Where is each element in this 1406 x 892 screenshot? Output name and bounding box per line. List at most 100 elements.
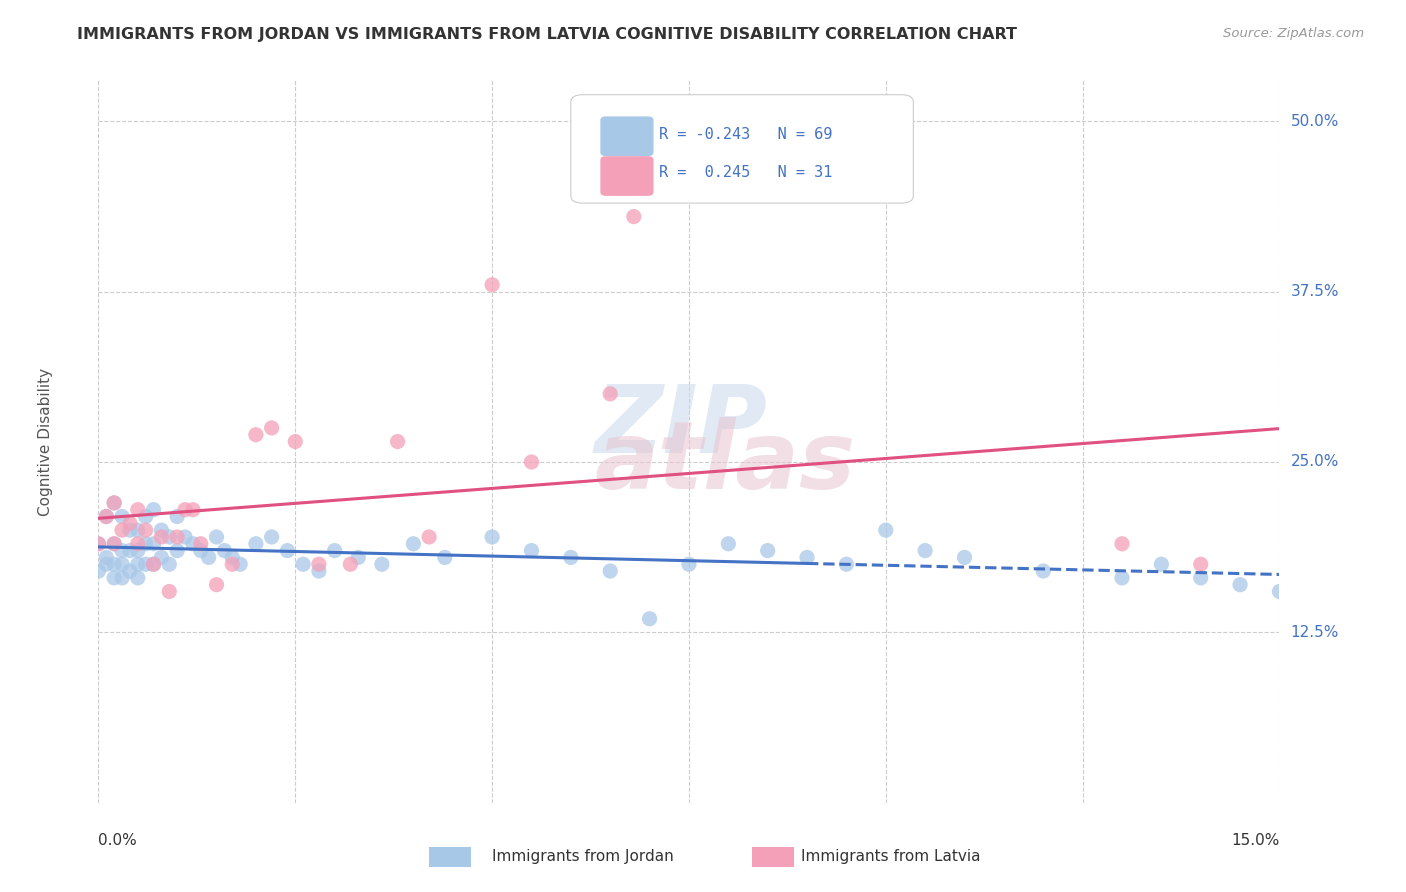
Text: R =  0.245   N = 31: R = 0.245 N = 31	[659, 165, 832, 180]
Point	[481, 277, 503, 292]
Point	[111, 543, 134, 558]
Point	[118, 516, 141, 531]
Point	[135, 523, 157, 537]
Point	[387, 434, 409, 449]
Point	[205, 577, 228, 591]
Point	[284, 434, 307, 449]
Point	[520, 455, 543, 469]
Point	[166, 530, 188, 544]
Point	[292, 558, 315, 572]
Point	[205, 530, 228, 544]
Point	[245, 537, 267, 551]
Text: Source: ZipAtlas.com: Source: ZipAtlas.com	[1223, 27, 1364, 40]
FancyBboxPatch shape	[600, 156, 654, 196]
Point	[914, 543, 936, 558]
Point	[118, 543, 141, 558]
Point	[127, 523, 149, 537]
Point	[96, 550, 118, 565]
Point	[190, 537, 212, 551]
Point	[103, 496, 125, 510]
Point	[221, 550, 243, 565]
Point	[638, 612, 661, 626]
Text: ZIP: ZIP	[595, 381, 768, 473]
Point	[221, 558, 243, 572]
FancyBboxPatch shape	[571, 95, 914, 203]
Point	[174, 502, 197, 516]
Point	[103, 558, 125, 572]
Point	[157, 530, 180, 544]
Point	[87, 564, 110, 578]
Point	[214, 543, 236, 558]
FancyBboxPatch shape	[600, 117, 654, 156]
Point	[276, 543, 298, 558]
Text: Immigrants from Latvia: Immigrants from Latvia	[801, 849, 981, 863]
Point	[87, 537, 110, 551]
Point	[433, 550, 456, 565]
Point	[717, 537, 740, 551]
Point	[339, 558, 361, 572]
Point	[96, 509, 118, 524]
Point	[308, 564, 330, 578]
Point	[118, 523, 141, 537]
Point	[181, 537, 204, 551]
Point	[197, 550, 219, 565]
Point	[96, 558, 118, 572]
Point	[103, 496, 125, 510]
Point	[96, 509, 118, 524]
Text: 37.5%: 37.5%	[1291, 284, 1339, 299]
Point	[103, 571, 125, 585]
Text: 50.0%: 50.0%	[1291, 113, 1339, 128]
Point	[835, 558, 858, 572]
Point	[166, 543, 188, 558]
Text: 0.0%: 0.0%	[98, 833, 138, 848]
Point	[875, 523, 897, 537]
Point	[142, 558, 165, 572]
Point	[402, 537, 425, 551]
Point	[560, 550, 582, 565]
Point	[127, 543, 149, 558]
Point	[103, 537, 125, 551]
Point	[166, 509, 188, 524]
Text: 12.5%: 12.5%	[1291, 625, 1339, 640]
Point	[174, 530, 197, 544]
Point	[953, 550, 976, 565]
Point	[127, 571, 149, 585]
Point	[111, 509, 134, 524]
Point	[142, 502, 165, 516]
Text: Immigrants from Jordan: Immigrants from Jordan	[492, 849, 673, 863]
Point	[127, 558, 149, 572]
Point	[599, 387, 621, 401]
Point	[135, 558, 157, 572]
Point	[245, 427, 267, 442]
Point	[118, 564, 141, 578]
Point	[623, 210, 645, 224]
Point	[308, 558, 330, 572]
Point	[157, 584, 180, 599]
Point	[481, 530, 503, 544]
Point	[229, 558, 252, 572]
Point	[1189, 571, 1212, 585]
Point	[323, 543, 346, 558]
Point	[599, 564, 621, 578]
Point	[111, 558, 134, 572]
Point	[1189, 558, 1212, 572]
Point	[190, 543, 212, 558]
Point	[181, 502, 204, 516]
Point	[135, 537, 157, 551]
Point	[87, 537, 110, 551]
Text: 15.0%: 15.0%	[1232, 833, 1279, 848]
Point	[1229, 577, 1251, 591]
Point	[1268, 584, 1291, 599]
Point	[1032, 564, 1054, 578]
Point	[371, 558, 394, 572]
Point	[796, 550, 818, 565]
Point	[756, 543, 779, 558]
Point	[1150, 558, 1173, 572]
Point	[127, 537, 149, 551]
Point	[142, 537, 165, 551]
Point	[418, 530, 440, 544]
Text: Cognitive Disability: Cognitive Disability	[38, 368, 53, 516]
Point	[157, 558, 180, 572]
Point	[111, 523, 134, 537]
Text: IMMIGRANTS FROM JORDAN VS IMMIGRANTS FROM LATVIA COGNITIVE DISABILITY CORRELATIO: IMMIGRANTS FROM JORDAN VS IMMIGRANTS FRO…	[77, 27, 1018, 42]
